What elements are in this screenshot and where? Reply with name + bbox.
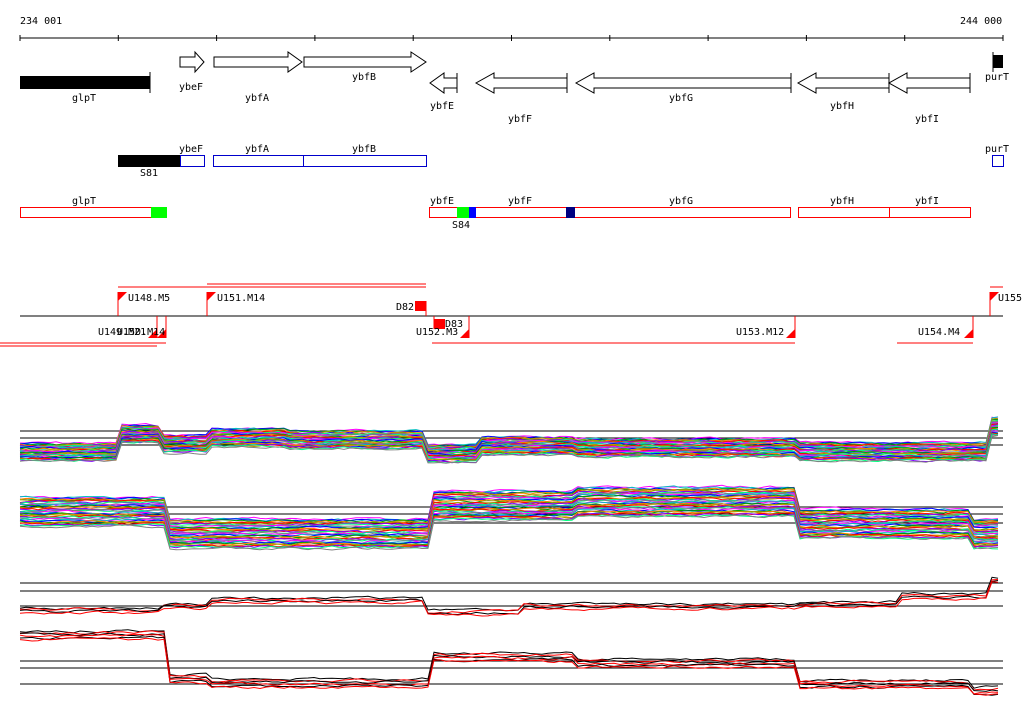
- operon-label-glpT: glpT: [72, 196, 96, 207]
- segment-U150-M14[interactable]: U150.M14: [117, 316, 167, 338]
- minus-probe-line: [19, 499, 999, 537]
- segment-D82[interactable]: D82: [396, 301, 427, 316]
- segment-U152-M3[interactable]: U152.M3: [416, 316, 470, 338]
- gene-ybfB[interactable]: ybfB: [303, 51, 427, 83]
- expression-track-minus: [19, 484, 1003, 551]
- operon-label-ybfF: ybfF: [508, 196, 532, 207]
- operon-box-ybfE-ybfG[interactable]: [429, 207, 791, 218]
- gene-ybfF[interactable]: ybfF: [474, 72, 568, 125]
- gene-label-ybfI: ybfI: [915, 114, 939, 125]
- summary-track-minus: [19, 629, 1003, 696]
- ruler-end-label: 244 000: [960, 16, 1002, 27]
- segment-label-U155: U155: [998, 293, 1022, 304]
- segment-U153-M12[interactable]: U153.M12: [736, 316, 796, 338]
- gene-purT[interactable]: purT: [985, 52, 1009, 83]
- plus-probe-line: [19, 428, 999, 457]
- segment-label-U148-M5: U148.M5: [128, 293, 170, 304]
- segment-label-U153-M12: U153.M12: [736, 327, 784, 338]
- minus-probe-line: [19, 485, 999, 523]
- gene-label-glpT: glpT: [72, 93, 96, 104]
- operon-box-ybfH-ybfI[interactable]: [798, 207, 971, 218]
- minus-probe-line: [19, 495, 999, 532]
- summary-minus-line: [19, 633, 999, 695]
- gene-ybfG[interactable]: ybfG: [574, 72, 792, 104]
- plus-probe-line: [19, 433, 999, 464]
- minus-operon-track: glpT S84 ybfE ybfF ybfG ybfH ybfI: [20, 196, 971, 231]
- operon-label-ybfB: ybfB: [352, 144, 376, 155]
- site-blue-S84[interactable]: [469, 207, 476, 218]
- gene-track: glpT ybeF ybfA ybfB ybfE ybfF ybfG: [20, 50, 1009, 125]
- operon-label-ybfA: ybfA: [245, 144, 269, 155]
- summary-plus-line: [19, 580, 999, 616]
- summary-plus-line: [19, 581, 999, 617]
- segment-label-U152-M3: U152.M3: [416, 327, 458, 338]
- operon-label-ybfG: ybfG: [669, 196, 693, 207]
- operon-label-ybfE: ybfE: [430, 196, 454, 207]
- segment-D83[interactable]: D83: [433, 316, 463, 330]
- gene-ybfA[interactable]: ybfA: [213, 51, 303, 104]
- operon-label-purT: purT: [985, 144, 1009, 155]
- segment-U149-M21[interactable]: U149.M21: [98, 316, 158, 338]
- summary-minus-line: [19, 637, 999, 696]
- minus-probe-line: [19, 484, 999, 522]
- gene-label-ybfF: ybfF: [508, 114, 532, 125]
- minus-probe-line: [19, 491, 999, 528]
- segment-U148-M5[interactable]: U148.M5: [117, 292, 170, 316]
- segment-label-U154-M4: U154.M4: [918, 327, 960, 338]
- expression-track-plus: [19, 416, 1003, 464]
- operon-label-ybeF: ybeF: [179, 144, 203, 155]
- operon-box-purT[interactable]: [992, 155, 1004, 167]
- gene-ybeF[interactable]: ybeF: [179, 50, 205, 93]
- ruler-ticks: [19, 35, 1004, 41]
- segment-label-U151-M14: U151.M14: [217, 293, 265, 304]
- segment-label-U150-M14: U150.M14: [117, 327, 165, 338]
- plus-probe-line: [19, 435, 999, 464]
- minus-probe-line: [19, 501, 999, 538]
- gene-label-ybfH: ybfH: [830, 101, 854, 112]
- minus-probe-line: [19, 514, 999, 551]
- segment-U155[interactable]: U155: [989, 292, 1022, 316]
- gene-ybfH[interactable]: ybfH: [796, 72, 890, 112]
- site-green-glpT[interactable]: [151, 207, 167, 218]
- gene-ybfE[interactable]: ybfE: [429, 72, 458, 112]
- summary-minus-line: [19, 632, 999, 692]
- site-green-S84[interactable]: [457, 207, 469, 218]
- gene-label-purT: purT: [985, 72, 1009, 83]
- plus-operon-track: S81 ybeF ybfA ybfB purT: [118, 144, 1009, 179]
- site-label-S84: S84: [452, 220, 470, 231]
- summary-plus-line: [19, 579, 999, 614]
- coordinate-ruler: 234 001 244 000: [19, 16, 1004, 41]
- operon-box-ybeF[interactable]: [180, 155, 205, 167]
- gene-label-ybfA: ybfA: [245, 93, 269, 104]
- segment-label-D82: D82: [396, 302, 414, 313]
- gene-ybfI[interactable]: ybfI: [887, 72, 971, 125]
- site-navy-ybfG[interactable]: [566, 207, 575, 218]
- operon-box-ybfA-ybfB[interactable]: [213, 155, 427, 167]
- gene-label-ybfB: ybfB: [352, 72, 376, 83]
- operon-label-ybfI: ybfI: [915, 196, 939, 207]
- site-S81-block[interactable]: [118, 155, 180, 167]
- gene-label-ybfE: ybfE: [430, 101, 454, 112]
- minus-probe-line: [19, 494, 999, 530]
- minus-probe-line: [19, 496, 999, 535]
- segment-track: U148.M5 U151.M14 D82 U155 U149.M21: [0, 283, 1022, 347]
- segment-label-D83: D83: [445, 319, 463, 330]
- gene-label-ybeF: ybeF: [179, 82, 203, 93]
- operon-label-ybfH: ybfH: [830, 196, 854, 207]
- segment-label-U149-M21: U149.M21: [98, 327, 146, 338]
- site-label-S81: S81: [140, 168, 158, 179]
- operon-box-glpT[interactable]: [20, 207, 167, 218]
- gene-glpT[interactable]: glpT: [20, 72, 151, 104]
- summary-track-plus: [19, 576, 1003, 617]
- segment-U154-M4[interactable]: U154.M4: [918, 316, 974, 338]
- minus-probe-line: [19, 487, 999, 524]
- minus-probe-line: [19, 496, 999, 533]
- segment-U151-M14[interactable]: U151.M14: [206, 292, 265, 316]
- ruler-start-label: 234 001: [20, 16, 62, 27]
- summary-minus-line: [19, 635, 999, 696]
- gene-label-ybfG: ybfG: [669, 93, 693, 104]
